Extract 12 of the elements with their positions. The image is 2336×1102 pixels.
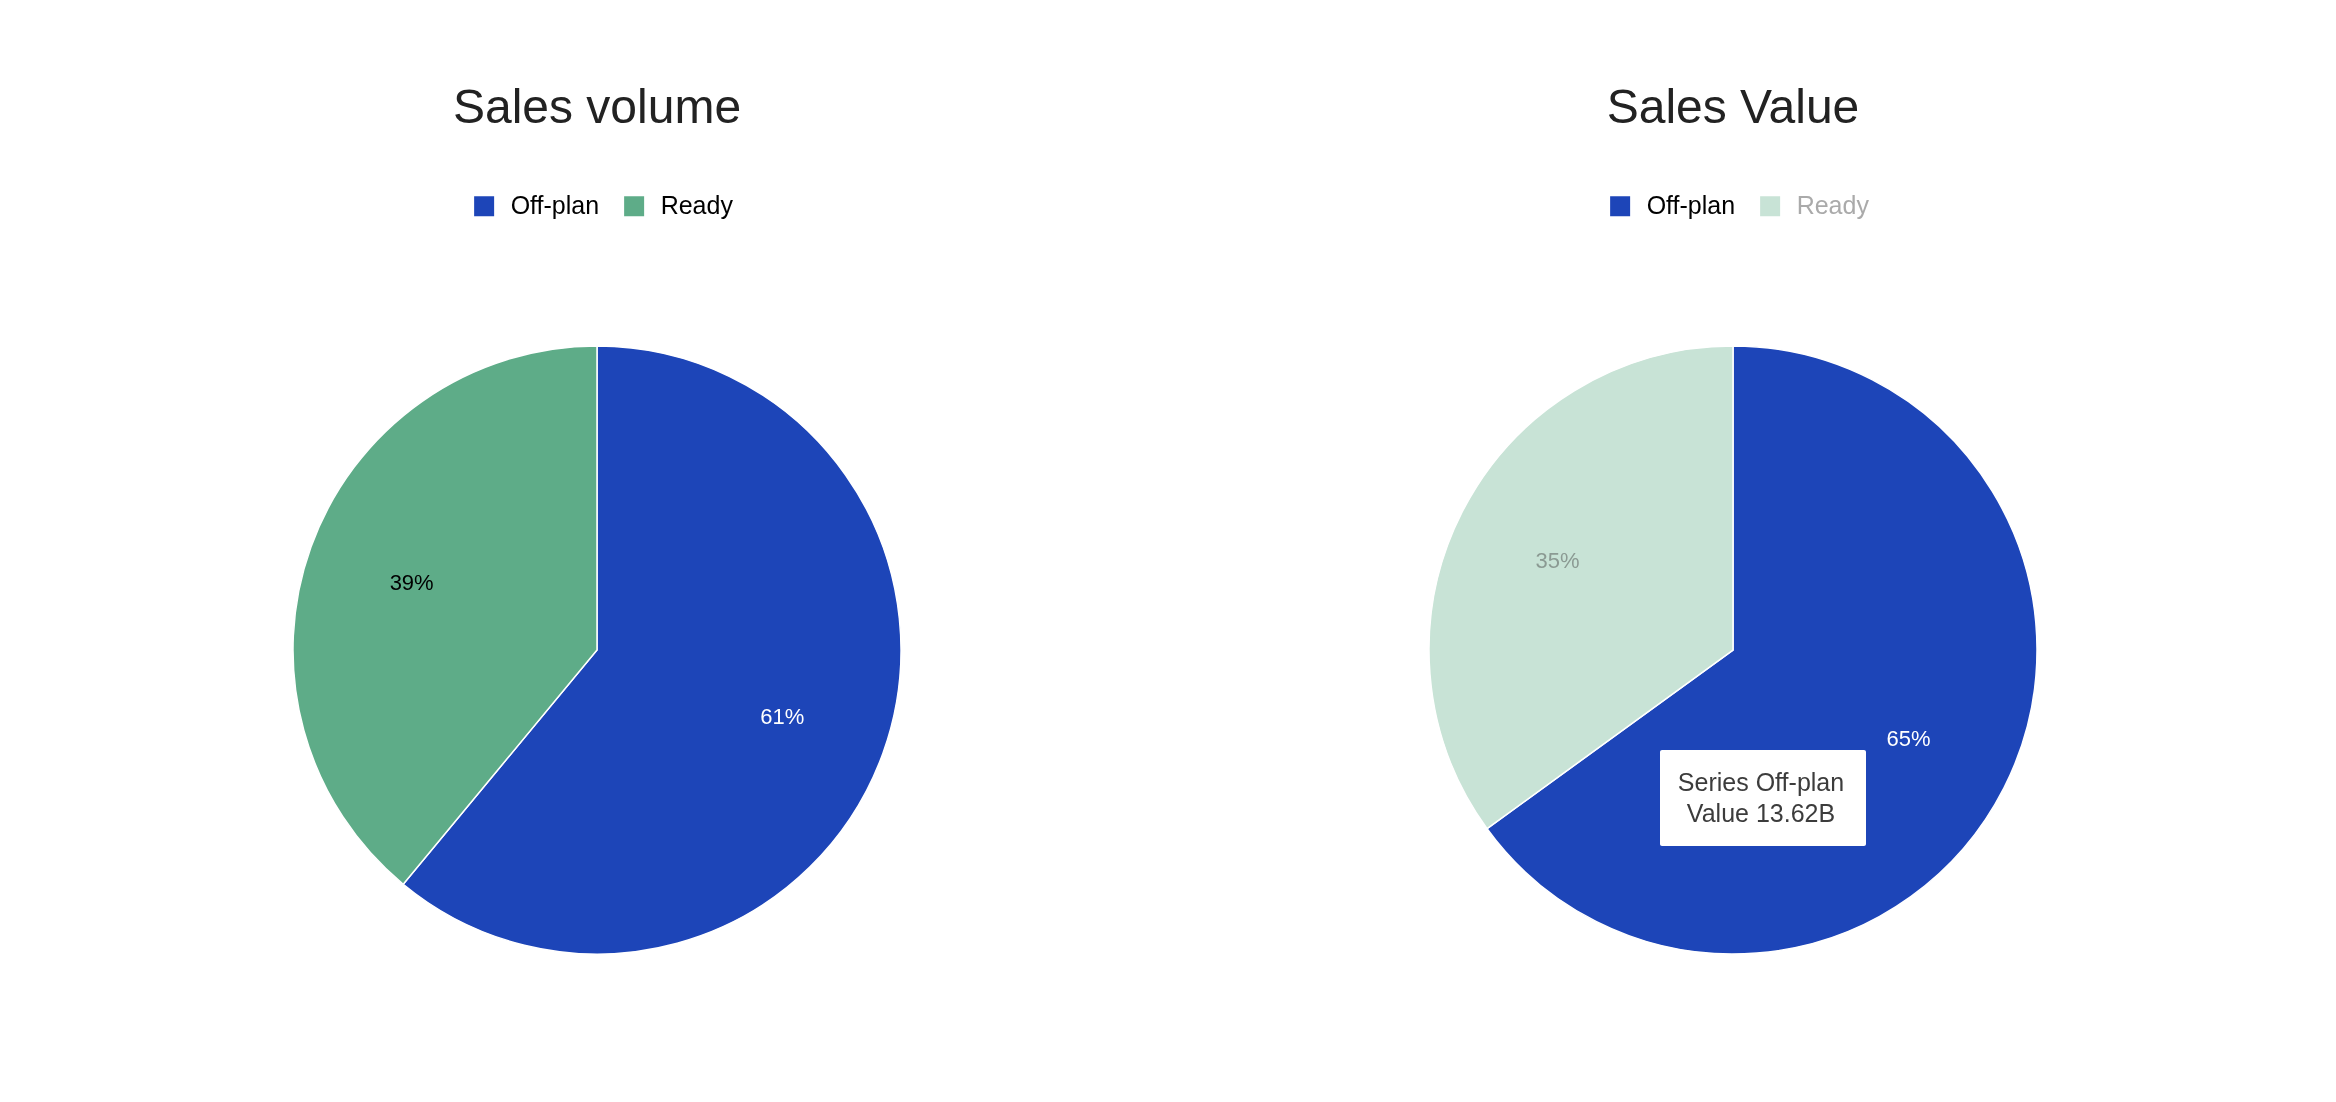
data-label: 39%	[389, 570, 434, 596]
chart-title: Sales volume	[452, 79, 742, 133]
data-label: 35%	[1535, 547, 1580, 573]
data-label: 65%	[1886, 726, 1931, 752]
legend-label: Off-plan	[510, 191, 600, 220]
chart-title: Sales Value	[1606, 79, 1860, 133]
legend-label: Ready	[1796, 191, 1870, 220]
text: Value 13.62B	[1686, 799, 1836, 827]
data-label: 61%	[760, 703, 805, 729]
text: Series Off-plan	[1677, 767, 1845, 796]
legend-label: Ready	[660, 191, 734, 220]
legend-label: Off-plan	[1646, 191, 1736, 220]
